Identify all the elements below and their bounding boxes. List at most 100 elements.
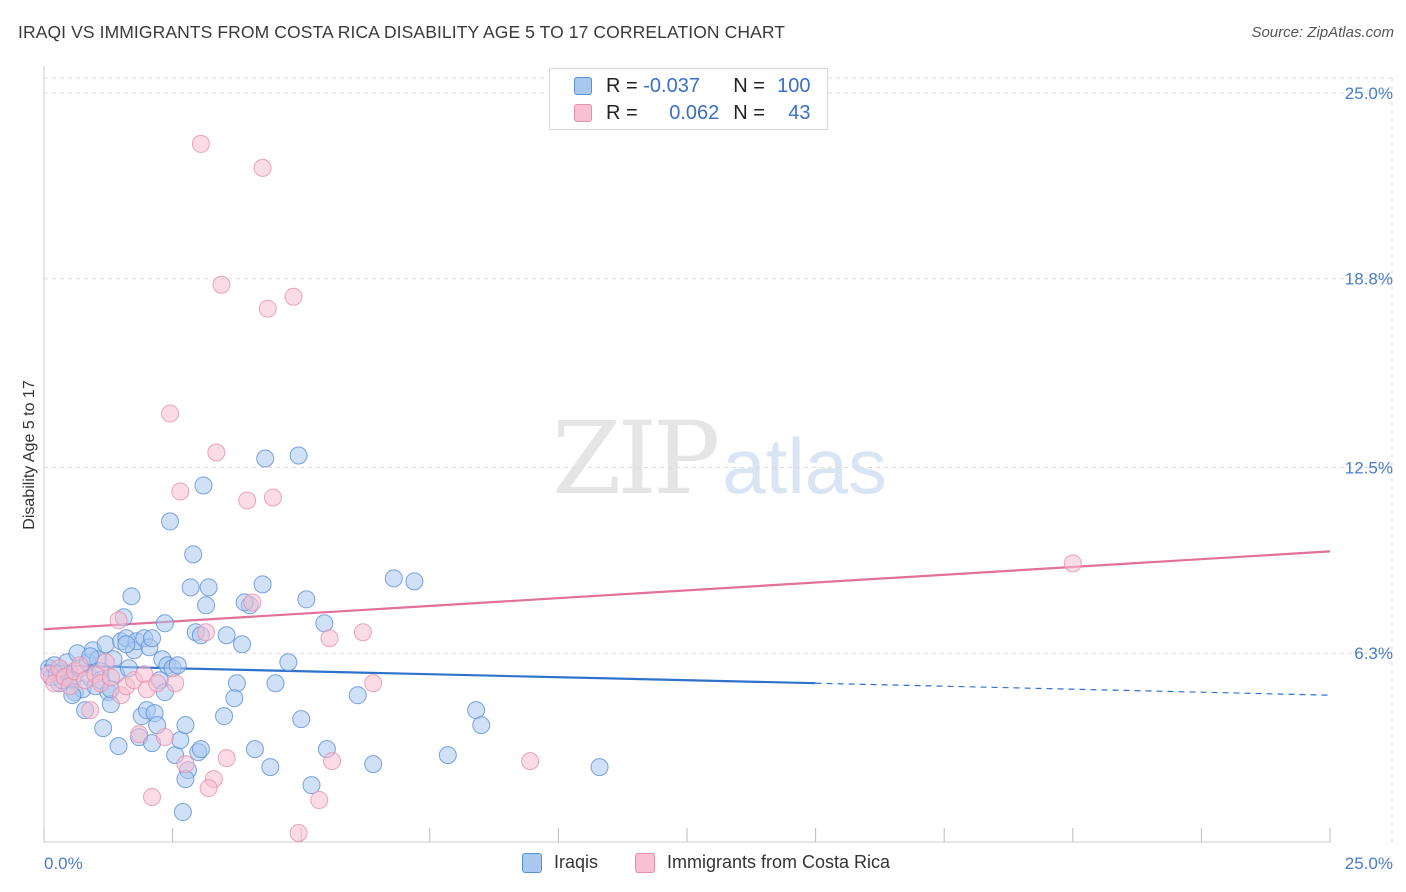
iraqi-point [197, 596, 216, 615]
costa-rica-point [148, 674, 167, 693]
iraqi-point [143, 629, 162, 648]
iraqi-point [302, 776, 321, 795]
iraqi-point [253, 575, 272, 594]
iraqi-point [117, 635, 136, 654]
legend-label-costa-rica: Immigrants from Costa Rica [667, 852, 891, 872]
legend-item-iraqis[interactable]: Iraqis [522, 852, 598, 873]
iraqi-point [279, 653, 298, 672]
costa-rica-point [207, 443, 226, 462]
costa-rica-point [243, 593, 262, 612]
iraqi-point [472, 716, 491, 735]
iraqi-point [217, 626, 236, 645]
iraqi-point [168, 656, 187, 675]
costa-rica-point [258, 299, 277, 318]
costa-rica-point [60, 677, 79, 696]
costa-rica-point [71, 656, 90, 675]
costa-rica-point [166, 674, 185, 693]
y-tick-label: 18.8% [1345, 270, 1393, 289]
iraqis-legend-swatch [522, 852, 542, 873]
costa-rica-point [521, 752, 540, 771]
iraqi-trend-extension [815, 682, 1331, 696]
iraqi-point [261, 758, 280, 777]
costa-rica-point [310, 791, 329, 810]
stats-legend: R = -0.037 N = 100 R = 0.062 N = 43 [549, 68, 828, 130]
costa-rica-point [101, 668, 120, 687]
costa-rica-point [284, 287, 303, 306]
source-credit: Source: ZipAtlas.com [1251, 24, 1394, 41]
costa-rica-point [212, 275, 231, 294]
costa-rica-point [353, 623, 372, 642]
series-legend: Iraqis Immigrants from Costa Rica [0, 852, 1406, 876]
iraqi-point [122, 587, 141, 606]
n-label: N = [733, 74, 771, 97]
costa-rica-point [253, 158, 272, 177]
costa-rica-point [171, 482, 190, 501]
costa-rica-point [364, 674, 383, 693]
costa-rica-point [320, 629, 339, 648]
n-value-iraqis: 100 [777, 74, 811, 97]
x-tick-labels: 0.0% 25.0% [44, 854, 1393, 873]
y-tick-labels: 6.3% 12.5% 18.8% 25.0% [1345, 84, 1393, 663]
iraqi-point [171, 731, 190, 750]
stats-row-iraqis: R = -0.037 N = 100 [574, 73, 811, 99]
iraqis-swatch [574, 77, 592, 95]
costa-rica-point [96, 653, 115, 672]
costa-rica-point [238, 491, 257, 510]
trend-lines [43, 550, 1331, 696]
iraqi-point [348, 686, 367, 705]
costa-rica-point [155, 728, 174, 747]
data-points [40, 134, 1082, 843]
y-tick-label: 6.3% [1354, 644, 1393, 663]
iraqi-point [438, 746, 457, 765]
costa-rica-point [109, 611, 128, 630]
iraqi-point [289, 446, 308, 465]
r-value-iraqis: -0.037 [643, 74, 700, 97]
iraqi-point [227, 674, 246, 693]
r-label: R = [606, 74, 644, 97]
iraqi-point [194, 476, 213, 495]
iraqi-point [176, 716, 195, 735]
legend-label-iraqis: Iraqis [554, 852, 599, 872]
axes [43, 66, 1331, 843]
costa-rica-point [263, 488, 282, 507]
costa-rica-point [217, 749, 236, 768]
iraqi-point [266, 674, 285, 693]
y-tick-label: 12.5% [1345, 458, 1393, 477]
iraqi-point [225, 689, 244, 708]
iraqi-point [176, 770, 195, 789]
iraqi-point [94, 719, 113, 738]
gridlines [44, 77, 1393, 842]
r-value-costa-rica: 0.062 [669, 101, 720, 124]
watermark: ZIPatlas [552, 400, 888, 517]
r-label: R = [606, 101, 644, 124]
iraqi-point [161, 512, 180, 531]
iraqi-point [199, 578, 218, 597]
x-tick-label: 0.0% [44, 854, 83, 873]
iraqi-point [215, 707, 234, 726]
iraqi-point [181, 578, 200, 597]
costa-rica-swatch [574, 104, 592, 122]
iraqi-point [405, 572, 424, 591]
costa-rica-point [143, 788, 162, 807]
costa-rica-point [199, 779, 218, 798]
legend-item-costa-rica[interactable]: Immigrants from Costa Rica [635, 852, 890, 873]
costa-rica-point [323, 752, 342, 771]
n-value-costa-rica: 43 [788, 101, 811, 124]
iraqi-point [109, 737, 128, 756]
costa-rica-point [289, 824, 308, 843]
costa-rica-point [176, 755, 195, 774]
n-label: N = [733, 101, 771, 124]
iraqi-point [467, 701, 486, 720]
iraqi-point [297, 590, 316, 609]
iraqi-point [364, 755, 383, 774]
iraqi-point [233, 635, 252, 654]
iraqi-point [184, 545, 203, 564]
iraqi-point [155, 614, 174, 633]
iraqi-point [173, 803, 192, 822]
iraqi-point [256, 449, 275, 468]
costa-rica-point [161, 404, 180, 423]
iraqi-point [245, 740, 264, 759]
iraqi-point [191, 740, 210, 759]
stats-row-costa-rica: R = 0.062 N = 43 [574, 100, 811, 126]
